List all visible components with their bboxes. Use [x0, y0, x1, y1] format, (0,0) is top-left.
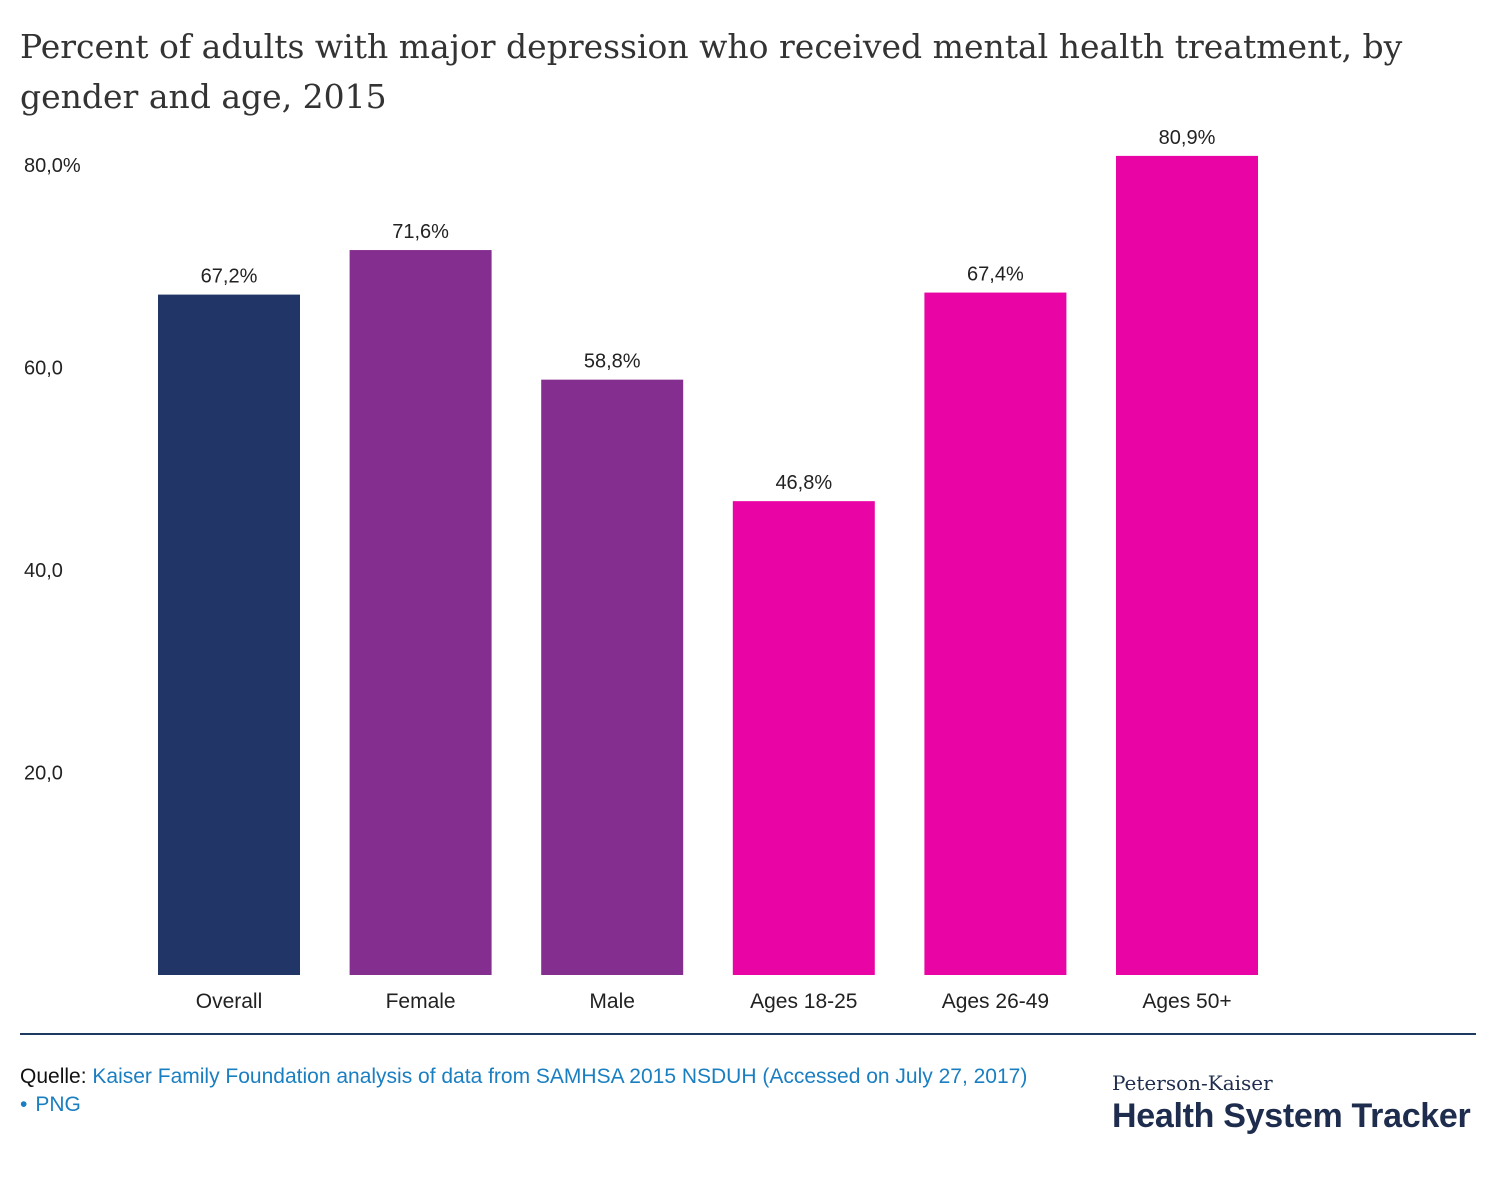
bars [158, 155, 1258, 976]
category-label: Overall [196, 990, 263, 1013]
png-link[interactable]: PNG [35, 1093, 81, 1116]
category-label: Male [589, 990, 635, 1013]
chart-title: Percent of adults with major depression … [20, 27, 1403, 116]
bullet-icon: • [20, 1093, 28, 1116]
footer-divider [20, 1033, 1476, 1035]
bar [349, 250, 492, 976]
bar [732, 501, 875, 975]
category-label: Ages 50+ [1142, 990, 1231, 1013]
png-download[interactable]: • PNG [20, 1091, 81, 1119]
data-label: 71,6% [392, 221, 449, 243]
y-tick-label: 20,0 [24, 763, 63, 785]
bar [541, 379, 684, 975]
brand-logo-main: Health System Tracker [1112, 1097, 1471, 1135]
data-labels: 67,2% 71,6% 58,8% 46,8% 67,4% 80,9% [201, 127, 1216, 494]
category-label: Ages 26-49 [942, 990, 1049, 1013]
data-label: 46,8% [775, 472, 832, 494]
category-label: Ages 18-25 [750, 990, 857, 1013]
source-link[interactable]: Kaiser Family Foundation analysis of dat… [92, 1065, 1028, 1088]
y-axis-ticks: 20,0 40,0 60,0 80,0% [24, 155, 81, 785]
brand-logo: Peterson-Kaiser Health System Tracker [1112, 1070, 1496, 1136]
y-tick-label: 40,0 [24, 560, 63, 582]
bar [1116, 155, 1258, 975]
source-line: Quelle: Kaiser Family Foundation analysi… [20, 1063, 1027, 1091]
data-label: 58,8% [584, 351, 641, 373]
y-tick-label: 80,0% [24, 155, 81, 177]
y-tick-label: 60,0 [24, 358, 63, 380]
category-label: Female [386, 990, 456, 1013]
bar [158, 294, 300, 976]
bar-chart: 20,040,060,080,0% 67,2%71,6%58,8%46,8%67… [24, 127, 1258, 1013]
brand-logo-top: Peterson-Kaiser [1112, 1071, 1273, 1095]
bar [924, 292, 1067, 975]
data-label: 67,4% [967, 264, 1024, 286]
data-label: 67,2% [201, 266, 258, 288]
category-labels: Overall Female Male Ages 18-25 Ages 26-49 Age… [196, 990, 1232, 1013]
source-prefix: Quelle: [20, 1065, 87, 1088]
data-label: 80,9% [1159, 127, 1216, 149]
